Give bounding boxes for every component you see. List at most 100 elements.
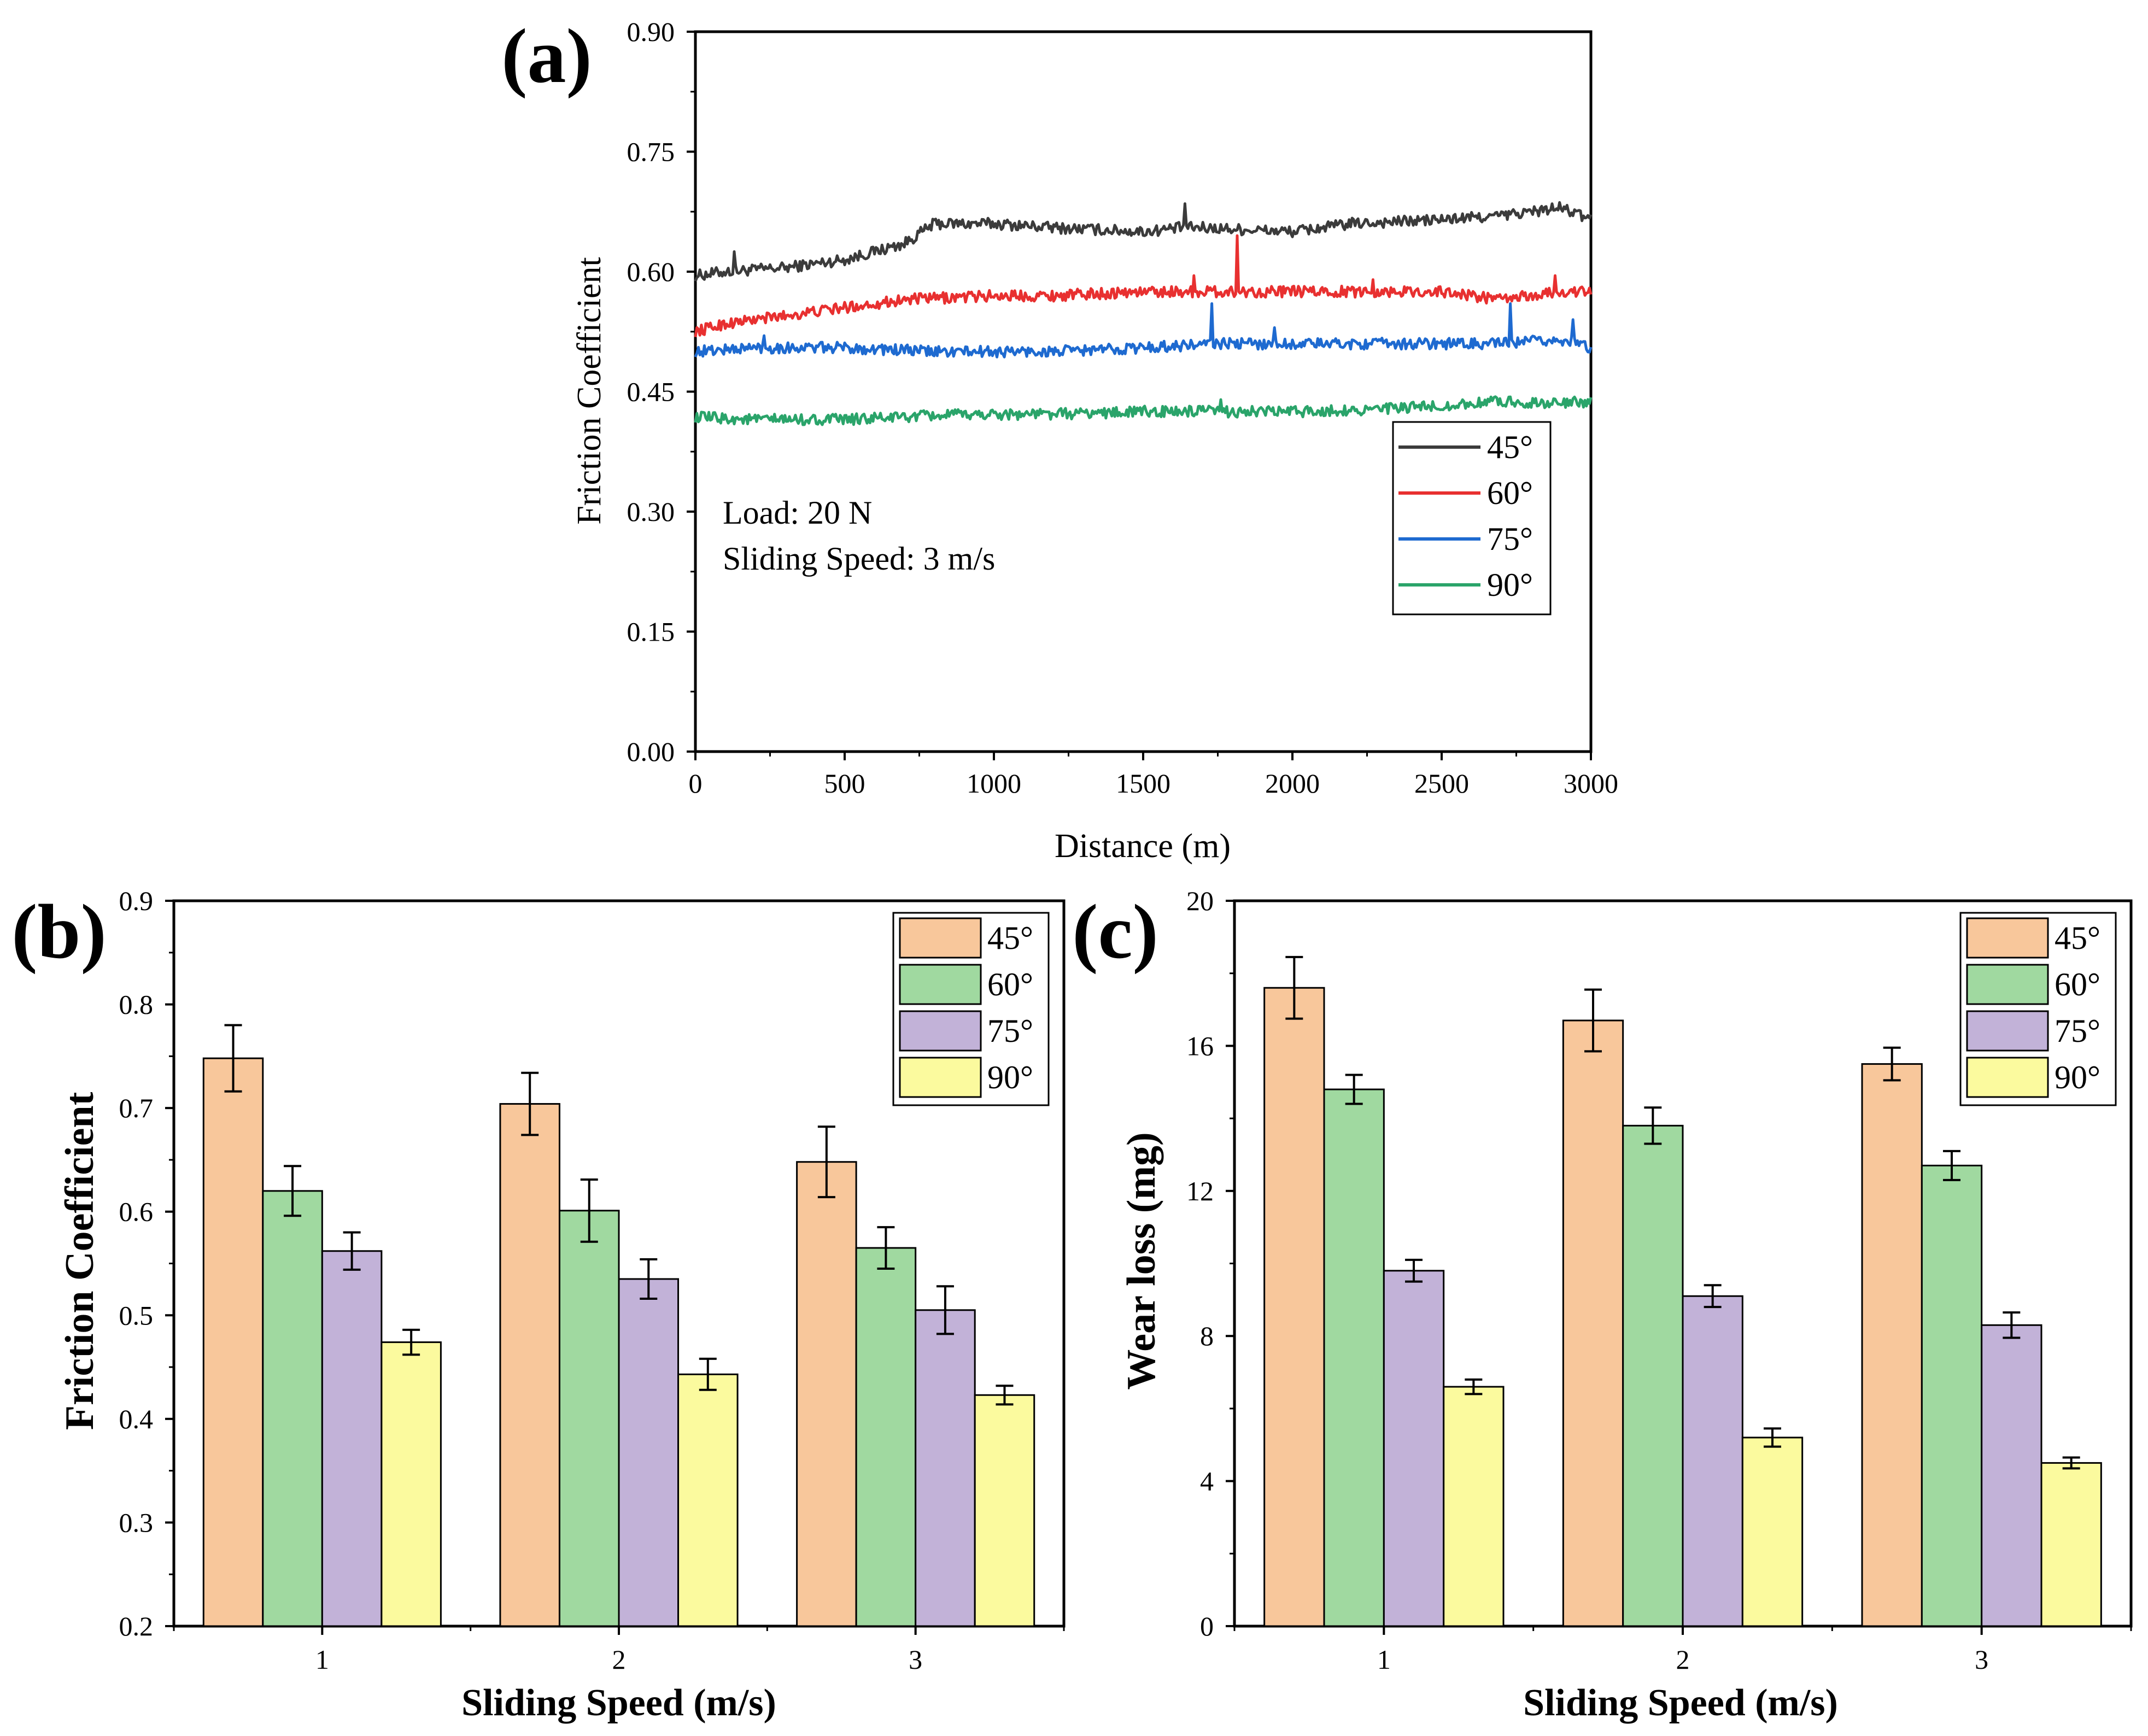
panel-b-bars-group: [202, 1024, 1035, 1627]
c-bar-45-cat2: [1562, 1019, 1624, 1627]
c-x-tick-label-2: 2: [1676, 1644, 1690, 1675]
panel-a-x-tick-label-500: 500: [824, 768, 865, 799]
c-bar-75-cat3: [1981, 1324, 2042, 1627]
b-x-tick-label-2: 2: [612, 1644, 626, 1675]
c-y-tick-label-0: 0: [1200, 1611, 1214, 1641]
b-x-tick-label-3: 3: [909, 1644, 922, 1675]
panel-a-y-tick-label-000: 0.00: [627, 736, 675, 767]
c-bar-90-cat3: [2040, 1462, 2102, 1627]
b-legend-swatch-90: [899, 1057, 982, 1098]
legend-label-75: 75°: [1487, 521, 1533, 557]
b-legend-label-60: 60°: [987, 966, 1033, 1002]
panel-b-label: (b): [11, 888, 107, 975]
panel-a-annotation-speed: Sliding Speed: 3 m/s: [723, 541, 995, 577]
c-legend-label-75: 75°: [2055, 1013, 2100, 1049]
b-y-tick-label-07: 0.7: [119, 1093, 154, 1123]
legend-label-45: 45°: [1487, 429, 1533, 465]
c-x-tick-label-3: 3: [1975, 1644, 1988, 1675]
panel-a-x-tick-label-1000: 1000: [967, 768, 1021, 799]
panel-a-plot-frame: [694, 30, 1593, 753]
b-legend-swatch-60: [899, 964, 982, 1005]
panel-b-y-axis-title: Friction Coefficient: [57, 1092, 102, 1430]
c-bar-60-cat3: [1921, 1164, 1983, 1627]
b-legend-label-75: 75°: [987, 1013, 1033, 1049]
c-bar-75-cat2: [1682, 1295, 1743, 1627]
panel-a-annotation-load: Load: 20 N: [723, 495, 872, 531]
b-legend-label-45: 45°: [987, 920, 1033, 956]
c-legend-label-45: 45°: [2055, 920, 2100, 956]
b-y-tick-label-02: 0.2: [119, 1611, 154, 1641]
panel-a-legend: 45° 60° 75° 90°: [1392, 421, 1552, 615]
legend-label-60: 60°: [1487, 475, 1533, 511]
b-bar-60-cat3: [855, 1247, 917, 1627]
b-y-tick-label-09: 0.9: [119, 885, 154, 916]
legend-label-90: 90°: [1487, 567, 1533, 603]
panel-a-legend-box: [1392, 421, 1552, 615]
panel-a-x-tick-label-3000: 3000: [1564, 768, 1618, 799]
b-bar-90-cat3: [974, 1394, 1035, 1627]
c-legend-swatch-90: [1966, 1057, 2049, 1098]
series-line-45: [694, 201, 1593, 282]
panel-c-bars-group: [1263, 955, 2102, 1627]
panel-b-axes: 0.2 0.3 0.4 0.5 0.6 0.7 0.8 0.9 1 2 3: [119, 885, 1066, 1675]
b-legend-swatch-45: [899, 917, 982, 959]
panel-a-axes: 0 500 1000 1500 2000 2500 3000 0.00 0.15 0.30 0.45…: [627, 16, 1619, 799]
c-legend-swatch-75: [1966, 1010, 2049, 1052]
b-bar-60-cat1: [262, 1190, 323, 1627]
panel-b-legend: 45° 60° 75° 90°: [892, 912, 1050, 1106]
c-y-tick-label-16: 16: [1186, 1030, 1214, 1061]
panel-a-x-tick-label-1500: 1500: [1116, 768, 1170, 799]
b-bar-45-cat3: [796, 1161, 857, 1627]
c-x-tick-label-1: 1: [1377, 1644, 1391, 1675]
panel-b-bar-chart: (b) Sliding Speed (m/s) Friction Coeffic…: [11, 885, 1066, 1724]
b-bar-45-cat1: [202, 1057, 264, 1627]
c-y-tick-label-20: 20: [1186, 885, 1214, 916]
c-y-tick-label-8: 8: [1200, 1321, 1214, 1351]
panel-c-label: (c): [1072, 888, 1158, 975]
panel-a-x-tick-label-0: 0: [689, 768, 703, 799]
c-bar-90-cat2: [1741, 1436, 1804, 1627]
c-legend-label-90: 90°: [2055, 1059, 2100, 1095]
panel-a-label: (a): [501, 13, 592, 99]
panel-a-line-chart: (a) Distance (m) Friction Coefficient Lo…: [501, 13, 1618, 865]
b-legend-label-90: 90°: [987, 1059, 1033, 1095]
c-y-tick-label-4: 4: [1200, 1466, 1214, 1497]
c-legend-label-60: 60°: [2055, 966, 2100, 1002]
c-bar-75-cat1: [1383, 1270, 1445, 1627]
c-bar-60-cat2: [1622, 1124, 1684, 1627]
b-bar-75-cat1: [321, 1250, 383, 1627]
panel-c-x-axis-title: Sliding Speed (m/s): [1523, 1682, 1838, 1724]
panel-a-series-group: [694, 201, 1593, 426]
c-y-tick-label-12: 12: [1186, 1176, 1214, 1206]
panel-a-y-axis-title: Friction Coefficient: [571, 257, 608, 525]
panel-a-y-tick-label-045: 0.45: [627, 377, 675, 407]
series-line-75: [694, 302, 1593, 359]
panel-a-x-tick-label-2000: 2000: [1265, 768, 1320, 799]
panel-a-x-axis-title: Distance (m): [1055, 828, 1231, 865]
b-bar-90-cat2: [677, 1373, 739, 1627]
panel-c-y-axis-title: Wear loss (mg): [1119, 1132, 1164, 1389]
panel-a-y-tick-label-075: 0.75: [627, 137, 675, 167]
c-legend-swatch-60: [1966, 964, 2049, 1005]
c-bar-45-cat3: [1861, 1063, 1923, 1627]
b-bar-75-cat3: [915, 1309, 976, 1627]
panel-c-bar-chart: (c) Sliding Speed (m/s) Wear loss (mg) 0…: [1072, 885, 2133, 1724]
panel-c-legend: 45° 60° 75° 90°: [1959, 912, 2117, 1106]
c-bar-90-cat1: [1443, 1386, 1505, 1627]
series-line-60: [694, 234, 1593, 337]
panel-a-y-tick-label-030: 0.30: [627, 496, 675, 527]
b-bar-45-cat2: [499, 1103, 560, 1627]
panel-b-x-axis-title: Sliding Speed (m/s): [461, 1682, 776, 1724]
b-y-tick-label-06: 0.6: [119, 1197, 154, 1227]
panel-a-y-tick-label-090: 0.90: [627, 16, 675, 47]
b-bar-90-cat1: [381, 1341, 442, 1627]
b-bar-75-cat2: [618, 1278, 680, 1627]
panel-a-y-tick-label-015: 0.15: [627, 617, 675, 647]
b-legend-swatch-75: [899, 1010, 982, 1052]
series-line-90: [694, 395, 1593, 426]
panel-a-x-tick-label-2500: 2500: [1414, 768, 1469, 799]
c-bar-45-cat1: [1263, 987, 1325, 1627]
b-bar-60-cat2: [558, 1210, 620, 1627]
c-legend-swatch-45: [1966, 917, 2049, 959]
b-y-tick-label-03: 0.3: [119, 1507, 154, 1538]
